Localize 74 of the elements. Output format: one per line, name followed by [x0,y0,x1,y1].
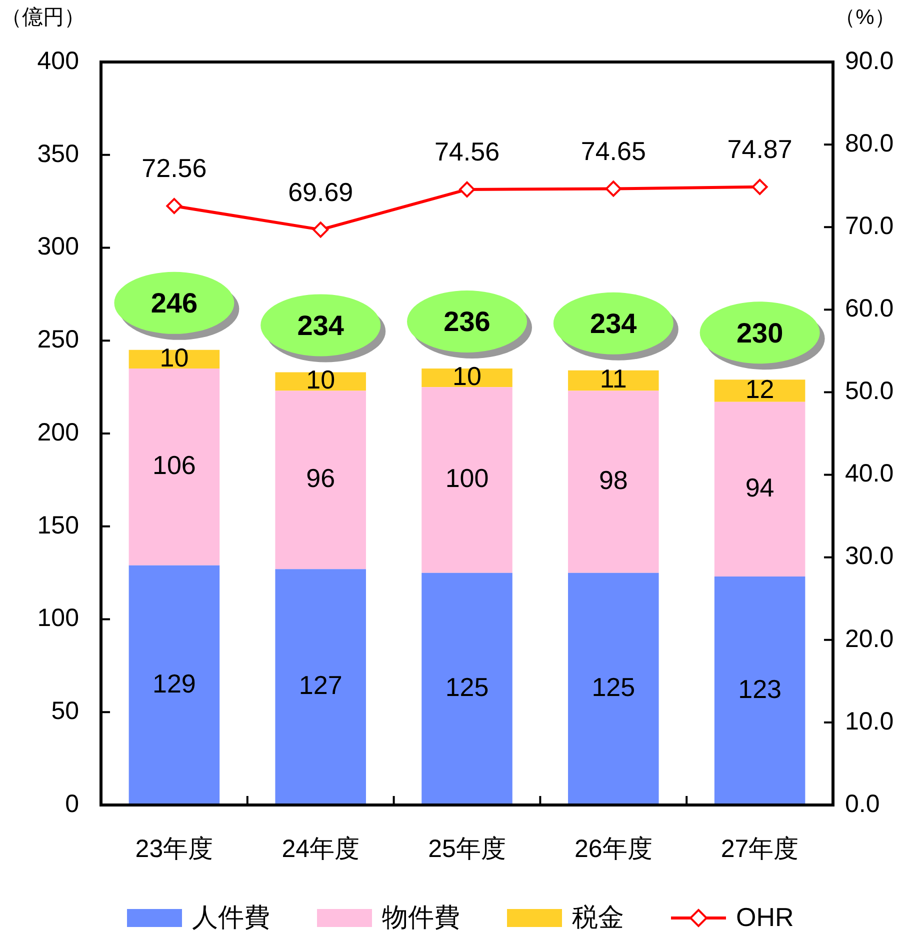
bar [422,368,512,388]
point [605,180,622,197]
data-label: 94 [745,472,774,502]
total-label: 236 [444,306,490,338]
data-label: 98 [598,464,628,495]
y-tick-label: 0 [65,790,79,818]
data-label: 72.56 [142,153,207,184]
data-label: 12 [745,374,774,404]
x-tick-label: 26年度 [574,834,652,863]
point [459,181,475,198]
y2-tick-label: 30.0 [845,542,894,570]
data-label: 106 [152,450,196,480]
y-tick-label: 100 [37,604,79,632]
y2-tick-label: 80.0 [845,129,894,158]
y-tick-label: 150 [37,511,79,540]
data-label: 125 [445,672,489,702]
total-label: 234 [590,308,638,340]
y-tick-label: 400 [37,46,79,75]
bar [422,387,512,573]
data-label: 74.65 [580,136,646,166]
y2-tick-label: 0.0 [845,790,880,818]
legend-label: 税金 [572,902,624,932]
data-label: 74.87 [727,134,792,164]
point [752,178,768,195]
data-label: 11 [600,364,627,394]
bar [568,390,659,573]
bar [714,380,806,402]
total-label: 234 [297,310,344,341]
bar [128,565,220,805]
data-label: 129 [152,668,196,698]
y2-tick-label: 10.0 [845,707,894,736]
bar [714,402,806,577]
y2-tick-label: 20.0 [845,624,894,653]
legend-label: OHR [736,902,794,932]
y-axis-title: （億円） [1,6,85,29]
y-tick-label: 50 [51,697,79,726]
y2-tick-label: 70.0 [845,212,894,240]
data-label: 69.69 [288,176,354,207]
data-label: 96 [306,463,336,494]
data-label: 10 [160,342,189,372]
total-label: 230 [736,317,784,348]
bar [275,390,366,570]
y2-tick-label: 60.0 [845,294,894,323]
data-label: 74.56 [434,136,500,167]
bar [422,572,512,805]
x-tick-label: 25年度 [428,834,506,863]
bar [275,372,366,391]
data-label: 10 [452,360,482,391]
x-tick-label: 23年度 [135,834,214,863]
y-tick-label: 200 [37,418,79,446]
point [166,198,182,214]
x-tick-label: 24年度 [282,834,360,863]
point [312,222,329,238]
bar [714,576,806,805]
y2-axis-title: （%） [834,6,896,29]
y2-tick-label: 50.0 [845,377,894,406]
data-label: 100 [445,463,489,494]
total-label: 246 [150,288,198,319]
data-label: 10 [306,364,336,395]
y2-tick-label: 40.0 [845,460,894,488]
bar [128,368,220,566]
y-tick-label: 250 [37,326,79,354]
legend-label: 物件費 [382,902,460,932]
data-label: 123 [738,674,782,704]
y-tick-label: 300 [37,232,79,261]
x-tick-label: 27年度 [720,834,799,863]
data-label: 127 [298,670,342,700]
data-label: 125 [592,672,636,702]
y-tick-label: 350 [37,140,79,168]
bar [568,572,659,805]
bar [568,370,659,391]
legend-label: 人件費 [192,902,270,932]
y2-tick-label: 90.0 [845,46,894,75]
bar [275,569,366,805]
